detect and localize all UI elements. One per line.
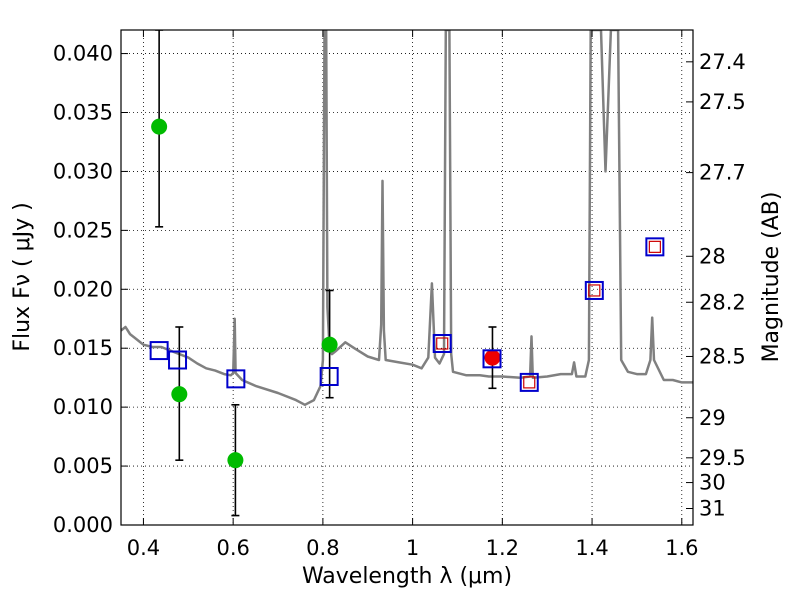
model-point-inner (648, 240, 661, 253)
x-tick-label: 1.2 (486, 536, 519, 560)
model-point (168, 350, 188, 370)
model-point (482, 349, 502, 369)
plot-area (121, 30, 693, 517)
y2-tick-label: 29 (699, 406, 726, 430)
y-tick-label: 0.000 (53, 513, 113, 537)
model-point (319, 367, 339, 386)
ticks: 0.4 0.6 0.8 1 1.2 1.4 1.6 0.000 0.005 0.010 0.015 0… (53, 30, 746, 560)
model-point-inner (436, 337, 449, 350)
model-point (226, 369, 246, 389)
data-point (171, 386, 188, 403)
x-tick-label: 1 (406, 536, 419, 560)
y-tick-label: 0.040 (53, 42, 113, 66)
model-point (584, 280, 604, 300)
x-tick-label: 1.6 (665, 536, 698, 560)
x-axis-label: Wavelength λ (μm) (302, 564, 512, 589)
y2-tick-label: 28.5 (699, 344, 746, 368)
y-tick-label: 0.030 (53, 159, 113, 183)
model-point-inner (588, 284, 601, 297)
spectrum-line (121, 30, 693, 407)
x-tick-label: 0.8 (306, 536, 339, 560)
y-tick-label: 0.015 (53, 336, 113, 360)
plot-frame (120, 29, 694, 526)
y2-tick-label: 27.5 (699, 90, 746, 114)
x-tick-label: 0.4 (127, 536, 160, 560)
model-point-inner (523, 376, 536, 389)
y2-tick-label: 27.4 (699, 50, 746, 74)
y-tick-label: 0.020 (53, 277, 113, 301)
data-point (227, 452, 244, 469)
y2-tick-label: 30 (699, 471, 726, 495)
model-point (149, 341, 169, 361)
y2-tick-label: 28 (699, 244, 726, 268)
y2-tick-label: 29.5 (699, 446, 746, 470)
y-tick-label: 0.005 (53, 454, 113, 478)
y2-tick-label: 28.2 (699, 290, 746, 314)
x-tick-label: 0.6 (216, 536, 249, 560)
model-point (519, 372, 539, 392)
y-axis-label: Flux Fν ( μJy ) (10, 202, 35, 351)
model-point (645, 237, 665, 257)
y2-tick-label: 27.7 (699, 161, 746, 185)
y-tick-label: 0.035 (53, 101, 113, 125)
data-point (151, 118, 168, 135)
model-point (432, 334, 452, 353)
x-tick-label: 1.4 (575, 536, 608, 560)
data-point (321, 336, 338, 353)
y2-axis-label: Magnitude (AB) (759, 192, 784, 363)
y-tick-label: 0.010 (53, 395, 113, 419)
y-tick-label: 0.025 (53, 218, 113, 242)
y2-tick-label: 31 (699, 497, 726, 521)
data-point (484, 349, 501, 366)
